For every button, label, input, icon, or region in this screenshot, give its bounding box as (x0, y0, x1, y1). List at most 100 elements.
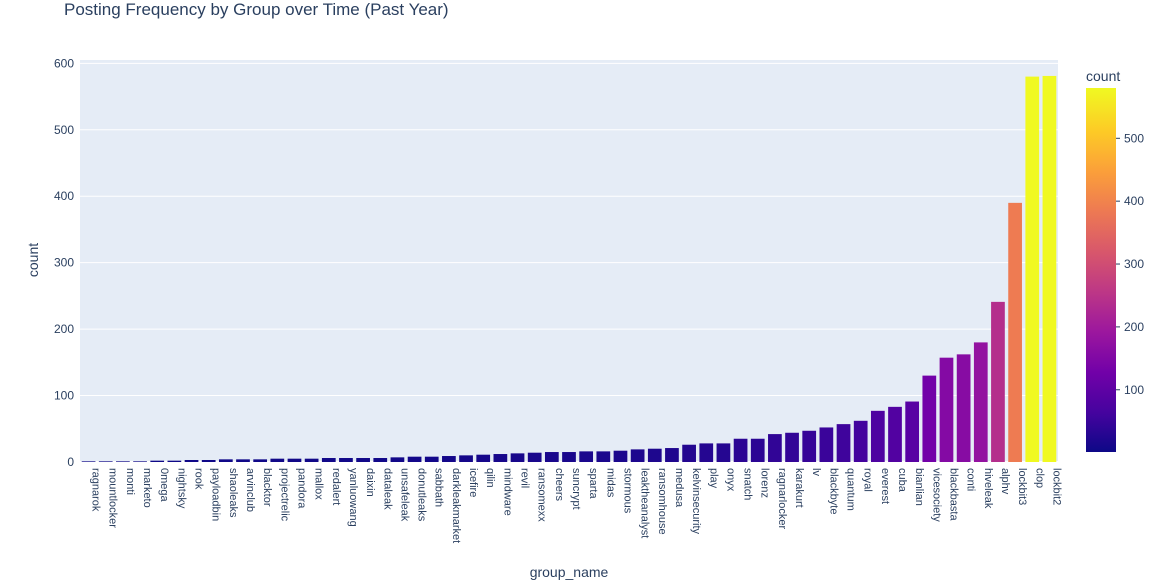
x-tick-label: alphv (999, 468, 1011, 495)
x-tick-label: ransomexx (536, 468, 548, 522)
bar-quantum (836, 424, 851, 462)
bar-ransomhouse (647, 448, 662, 462)
x-tick-label: mindware (501, 468, 513, 516)
x-tick-label: dataleak (381, 468, 393, 510)
x-tick-label: icefire (467, 468, 479, 497)
x-tick-label: shaoleaks (227, 468, 239, 518)
y-tick-label: 600 (54, 56, 74, 70)
x-tick-label: kelvinsecurity (690, 468, 702, 535)
bar-blackbasta (939, 357, 954, 462)
x-tick-label: quantum (845, 468, 857, 511)
x-tick-label: blacktor (261, 468, 273, 507)
y-tick-label: 300 (54, 256, 74, 270)
colorbar-tick-label: 300 (1124, 257, 1144, 271)
x-tick-label: blackbasta (947, 468, 959, 521)
bar-blacktor (253, 459, 268, 462)
x-tick-label: clop (1033, 468, 1045, 488)
x-tick-label: qilin (484, 468, 496, 488)
bar-blackbyte (819, 427, 834, 462)
bar-midas (596, 451, 611, 462)
bar-ragnarok (81, 461, 96, 462)
x-tick-label: midas (604, 468, 616, 498)
x-tick-label: sabbath (433, 468, 445, 507)
bar-ragnarlocker (768, 434, 782, 462)
bar-0mega (150, 460, 165, 462)
x-tick-label: lorenz (759, 468, 771, 498)
bar-everest (870, 410, 885, 462)
x-tick-label: suncrypt (570, 468, 582, 510)
y-axis-title: count (25, 243, 41, 277)
x-tick-label: daixin (364, 468, 376, 497)
bar-cuba (888, 406, 902, 462)
x-tick-label: mountlocker (107, 468, 119, 528)
x-tick-labels: ragnarok mountlocker monti marketo 0mega nigh… (90, 468, 1063, 543)
bar-medusa (665, 448, 679, 462)
plot-area (80, 60, 1058, 462)
bars (81, 75, 1057, 462)
x-tick-label: blackbyte (827, 468, 839, 514)
x-tick-label: rook (193, 468, 205, 490)
bar-projectrelic (270, 458, 285, 462)
bar-onyx (716, 443, 731, 462)
y-tick-label: 500 (54, 123, 74, 137)
y-tick-label: 200 (54, 322, 74, 336)
x-tick-label: yanluowang (347, 468, 359, 527)
colorbar-tick-label: 500 (1124, 131, 1144, 145)
x-tick-label: everest (879, 468, 891, 504)
bar-vicesociety (922, 375, 937, 462)
colorbar-tick-labels: 100 200 300 400 500 (1116, 131, 1144, 397)
bar-bianlian (905, 401, 920, 462)
bar-darkleakmarket (442, 456, 456, 462)
x-tick-label: ragnarok (90, 468, 102, 512)
x-tick-label: lv (810, 468, 822, 476)
x-tick-label: cheers (553, 468, 565, 502)
bar-nightsky (167, 460, 182, 462)
bar-dataleak (373, 458, 388, 462)
x-tick-label: play (707, 468, 719, 489)
x-axis-title: group_name (530, 564, 609, 580)
bar-lockbit3 (1008, 202, 1022, 462)
x-tick-label: darkleakmarket (450, 468, 462, 543)
bar-clop (1025, 76, 1040, 462)
bar-leaktheanalyst (630, 449, 645, 462)
bar-mindware (493, 454, 508, 462)
x-tick-label: marketo (141, 468, 153, 508)
bar-lv (802, 430, 817, 462)
x-tick-label: sparta (587, 468, 599, 499)
bar-mallox (304, 458, 319, 462)
x-tick-label: karakurt (793, 468, 805, 508)
bar-monti (116, 461, 130, 462)
x-tick-label: snatch (742, 468, 754, 500)
colorbar-tick-label: 400 (1124, 194, 1144, 208)
bar-revil (510, 453, 525, 462)
x-tick-label: unsafeleak (398, 468, 410, 522)
bar-mountlocker (98, 461, 113, 462)
bar-redalert (321, 458, 336, 462)
y-tick-label: 100 (54, 389, 74, 403)
bar-ransomexx (527, 452, 542, 462)
bar-marketo (133, 461, 147, 462)
x-tick-label: ragnarlocker (776, 468, 788, 529)
bar-pandora (287, 458, 302, 462)
bar-play (699, 443, 714, 462)
x-tick-label: pandora (295, 468, 307, 509)
x-tick-label: onyx (724, 468, 736, 492)
bar-donutleaks (407, 456, 422, 462)
bar-karakurt (785, 432, 799, 462)
colorbar (1086, 88, 1116, 452)
x-tick-label: stormous (621, 468, 633, 514)
x-tick-label: cuba (896, 468, 908, 493)
y-tick-labels: 0 100 200 300 400 500 600 (54, 56, 74, 469)
colorbar-tick-label: 200 (1124, 320, 1144, 334)
bar-daixin (356, 458, 370, 462)
bar-conti (956, 354, 971, 462)
bar-lockbit2 (1042, 75, 1057, 462)
x-tick-label: vicesociety (930, 468, 942, 522)
x-tick-label: hiveleak (982, 468, 994, 509)
bar-stormous (613, 450, 628, 462)
bar-hiveleak (973, 342, 988, 462)
colorbar-title: count (1086, 68, 1120, 84)
bar-sparta (579, 451, 594, 462)
y-tick-label: 400 (54, 189, 74, 203)
x-tick-label: nightsky (175, 468, 187, 509)
